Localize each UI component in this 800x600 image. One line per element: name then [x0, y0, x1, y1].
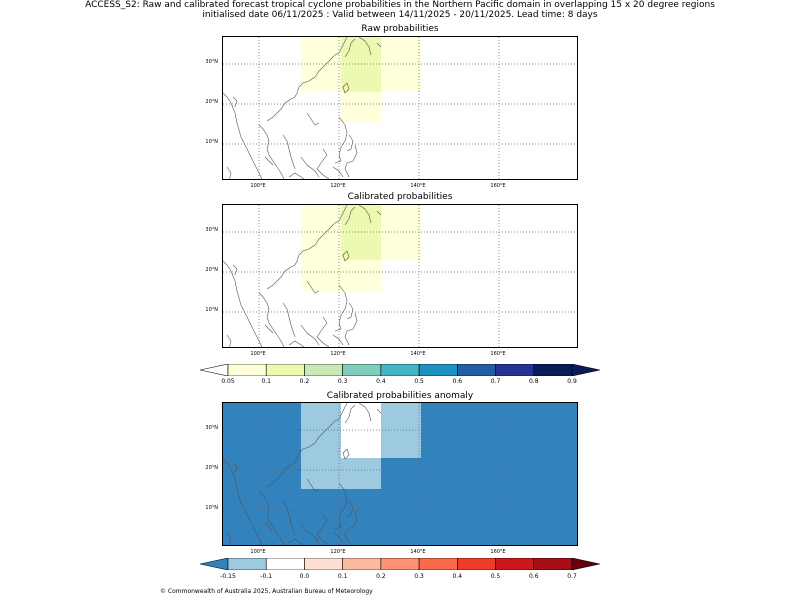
cal-cell-b [341, 205, 381, 260]
colorbar-tick-label: -0.1 [260, 573, 273, 580]
colorbar-segment [304, 364, 343, 376]
lon-label: 120°E [330, 549, 346, 555]
colorbar-tick-label: 0.8 [528, 378, 539, 385]
lat-label: 10°N [205, 139, 218, 145]
raw-probabilities-title: Raw probabilities [361, 24, 439, 34]
colorbar-segment [227, 364, 267, 376]
lat-label: 20°N [205, 99, 218, 105]
colorbar-segment [457, 364, 496, 376]
colorbar-tick-label: 0.1 [261, 378, 271, 385]
colorbar-tick-label: 0.2 [376, 573, 386, 580]
raw-cell-a [301, 37, 341, 92]
colorbar-segment [265, 364, 305, 376]
anom-cell-d [341, 458, 381, 489]
raw-probabilities-map [222, 36, 578, 180]
colorbar-tick-label: 0.4 [376, 378, 386, 385]
colorbar-tick-label: 0.6 [452, 378, 463, 385]
colorbar-segment [265, 558, 305, 570]
raw-cell-b [341, 37, 381, 92]
colorbar-segment [495, 364, 535, 376]
lat-label: 20°N [205, 267, 218, 273]
lon-label: 160°E [490, 351, 506, 357]
lon-label: 120°E [330, 183, 346, 189]
colorbar-tick-label: 0.0 [299, 573, 310, 580]
probability-colorbar [200, 364, 600, 376]
colorbar-tick-label: 0.05 [221, 378, 235, 385]
colorbar-segment [533, 558, 573, 570]
main-title-line2: initialised date 06/11/2025 : Valid betw… [202, 10, 598, 20]
colorbar-segment [304, 558, 343, 570]
colorbar-tick-label: 0.1 [337, 573, 348, 580]
lon-label: 100°E [250, 549, 266, 555]
anom-cell-a [301, 403, 341, 489]
cal-map-svg [223, 205, 577, 347]
lon-label: 100°E [250, 351, 266, 357]
colorbar-under-extension [200, 364, 229, 376]
colorbar-segment [418, 364, 458, 376]
lon-label: 140°E [410, 183, 426, 189]
colorbar-under-extension [200, 558, 229, 570]
colorbar-segment [227, 558, 267, 570]
lat-label: 10°N [205, 505, 218, 511]
colorbar-over-extension [571, 364, 600, 376]
colorbar-segment [342, 558, 382, 570]
probability-colorbar-ticks: 0.05 0.1 0.2 0.3 0.4 0.5 0.6 0.7 0.8 0.9 [0, 378, 800, 388]
colorbar-segment [342, 364, 382, 376]
anom-cell-b [341, 403, 381, 458]
lat-label: 20°N [205, 465, 218, 471]
raw-map-svg [223, 37, 577, 179]
colorbar-tick-label: 0.9 [567, 378, 577, 385]
anom-cell-c [381, 403, 421, 458]
colorbar-tick-label: -0.15 [220, 573, 236, 580]
colorbar-segment [380, 364, 420, 376]
anomaly-title: Calibrated probabilities anomaly [326, 391, 474, 401]
calibrated-probabilities-map [222, 204, 578, 348]
colorbar-tick-label: 0.7 [567, 573, 577, 580]
lon-label: 100°E [250, 183, 266, 189]
colorbar-tick-label: 0.4 [452, 573, 463, 580]
colorbar-tick-label: 0.2 [299, 378, 310, 385]
lon-label: 140°E [410, 549, 426, 555]
cal-cell-c [381, 205, 421, 260]
colorbar-segment [380, 558, 420, 570]
colorbar-tick-label: 0.5 [490, 573, 501, 580]
colorbar-over-extension [571, 558, 600, 570]
anomaly-colorbar-ticks: -0.15 -0.1 0.0 0.1 0.2 0.3 0.4 0.5 0.6 0.7 [0, 573, 800, 583]
colorbar-tick-label: 0.3 [414, 573, 424, 580]
cal-cell-a [301, 205, 341, 260]
lon-label: 140°E [410, 351, 426, 357]
anomaly-colorbar [200, 558, 600, 570]
colorbar-tick-label: 0.7 [490, 378, 501, 385]
colorbar-tick-label: 0.5 [414, 378, 424, 385]
colorbar-segment [457, 558, 496, 570]
raw-cell-c [381, 37, 421, 92]
copyright-footer: © Commonwealth of Australia 2025, Austra… [160, 588, 373, 595]
colorbar-segment [533, 364, 573, 376]
colorbar-tick-label: 0.6 [528, 573, 539, 580]
lon-label: 120°E [330, 351, 346, 357]
colorbar-tick-label: 0.3 [337, 378, 348, 385]
anom-map-svg [223, 403, 577, 545]
colorbar-segment [418, 558, 458, 570]
colorbar-segment [495, 558, 535, 570]
calibrated-probabilities-title: Calibrated probabilities [347, 192, 453, 202]
lat-label: 10°N [205, 307, 218, 313]
cal-cell-d [301, 260, 381, 291]
lat-label: 30°N [205, 59, 218, 65]
lat-label: 30°N [205, 425, 218, 431]
lon-label: 160°E [490, 183, 506, 189]
lon-label: 160°E [490, 549, 506, 555]
main-title-line1: ACCESS_S2: Raw and calibrated forecast t… [85, 0, 715, 10]
anomaly-map [222, 402, 578, 546]
lat-label: 30°N [205, 227, 218, 233]
raw-cell-d [341, 92, 381, 122]
